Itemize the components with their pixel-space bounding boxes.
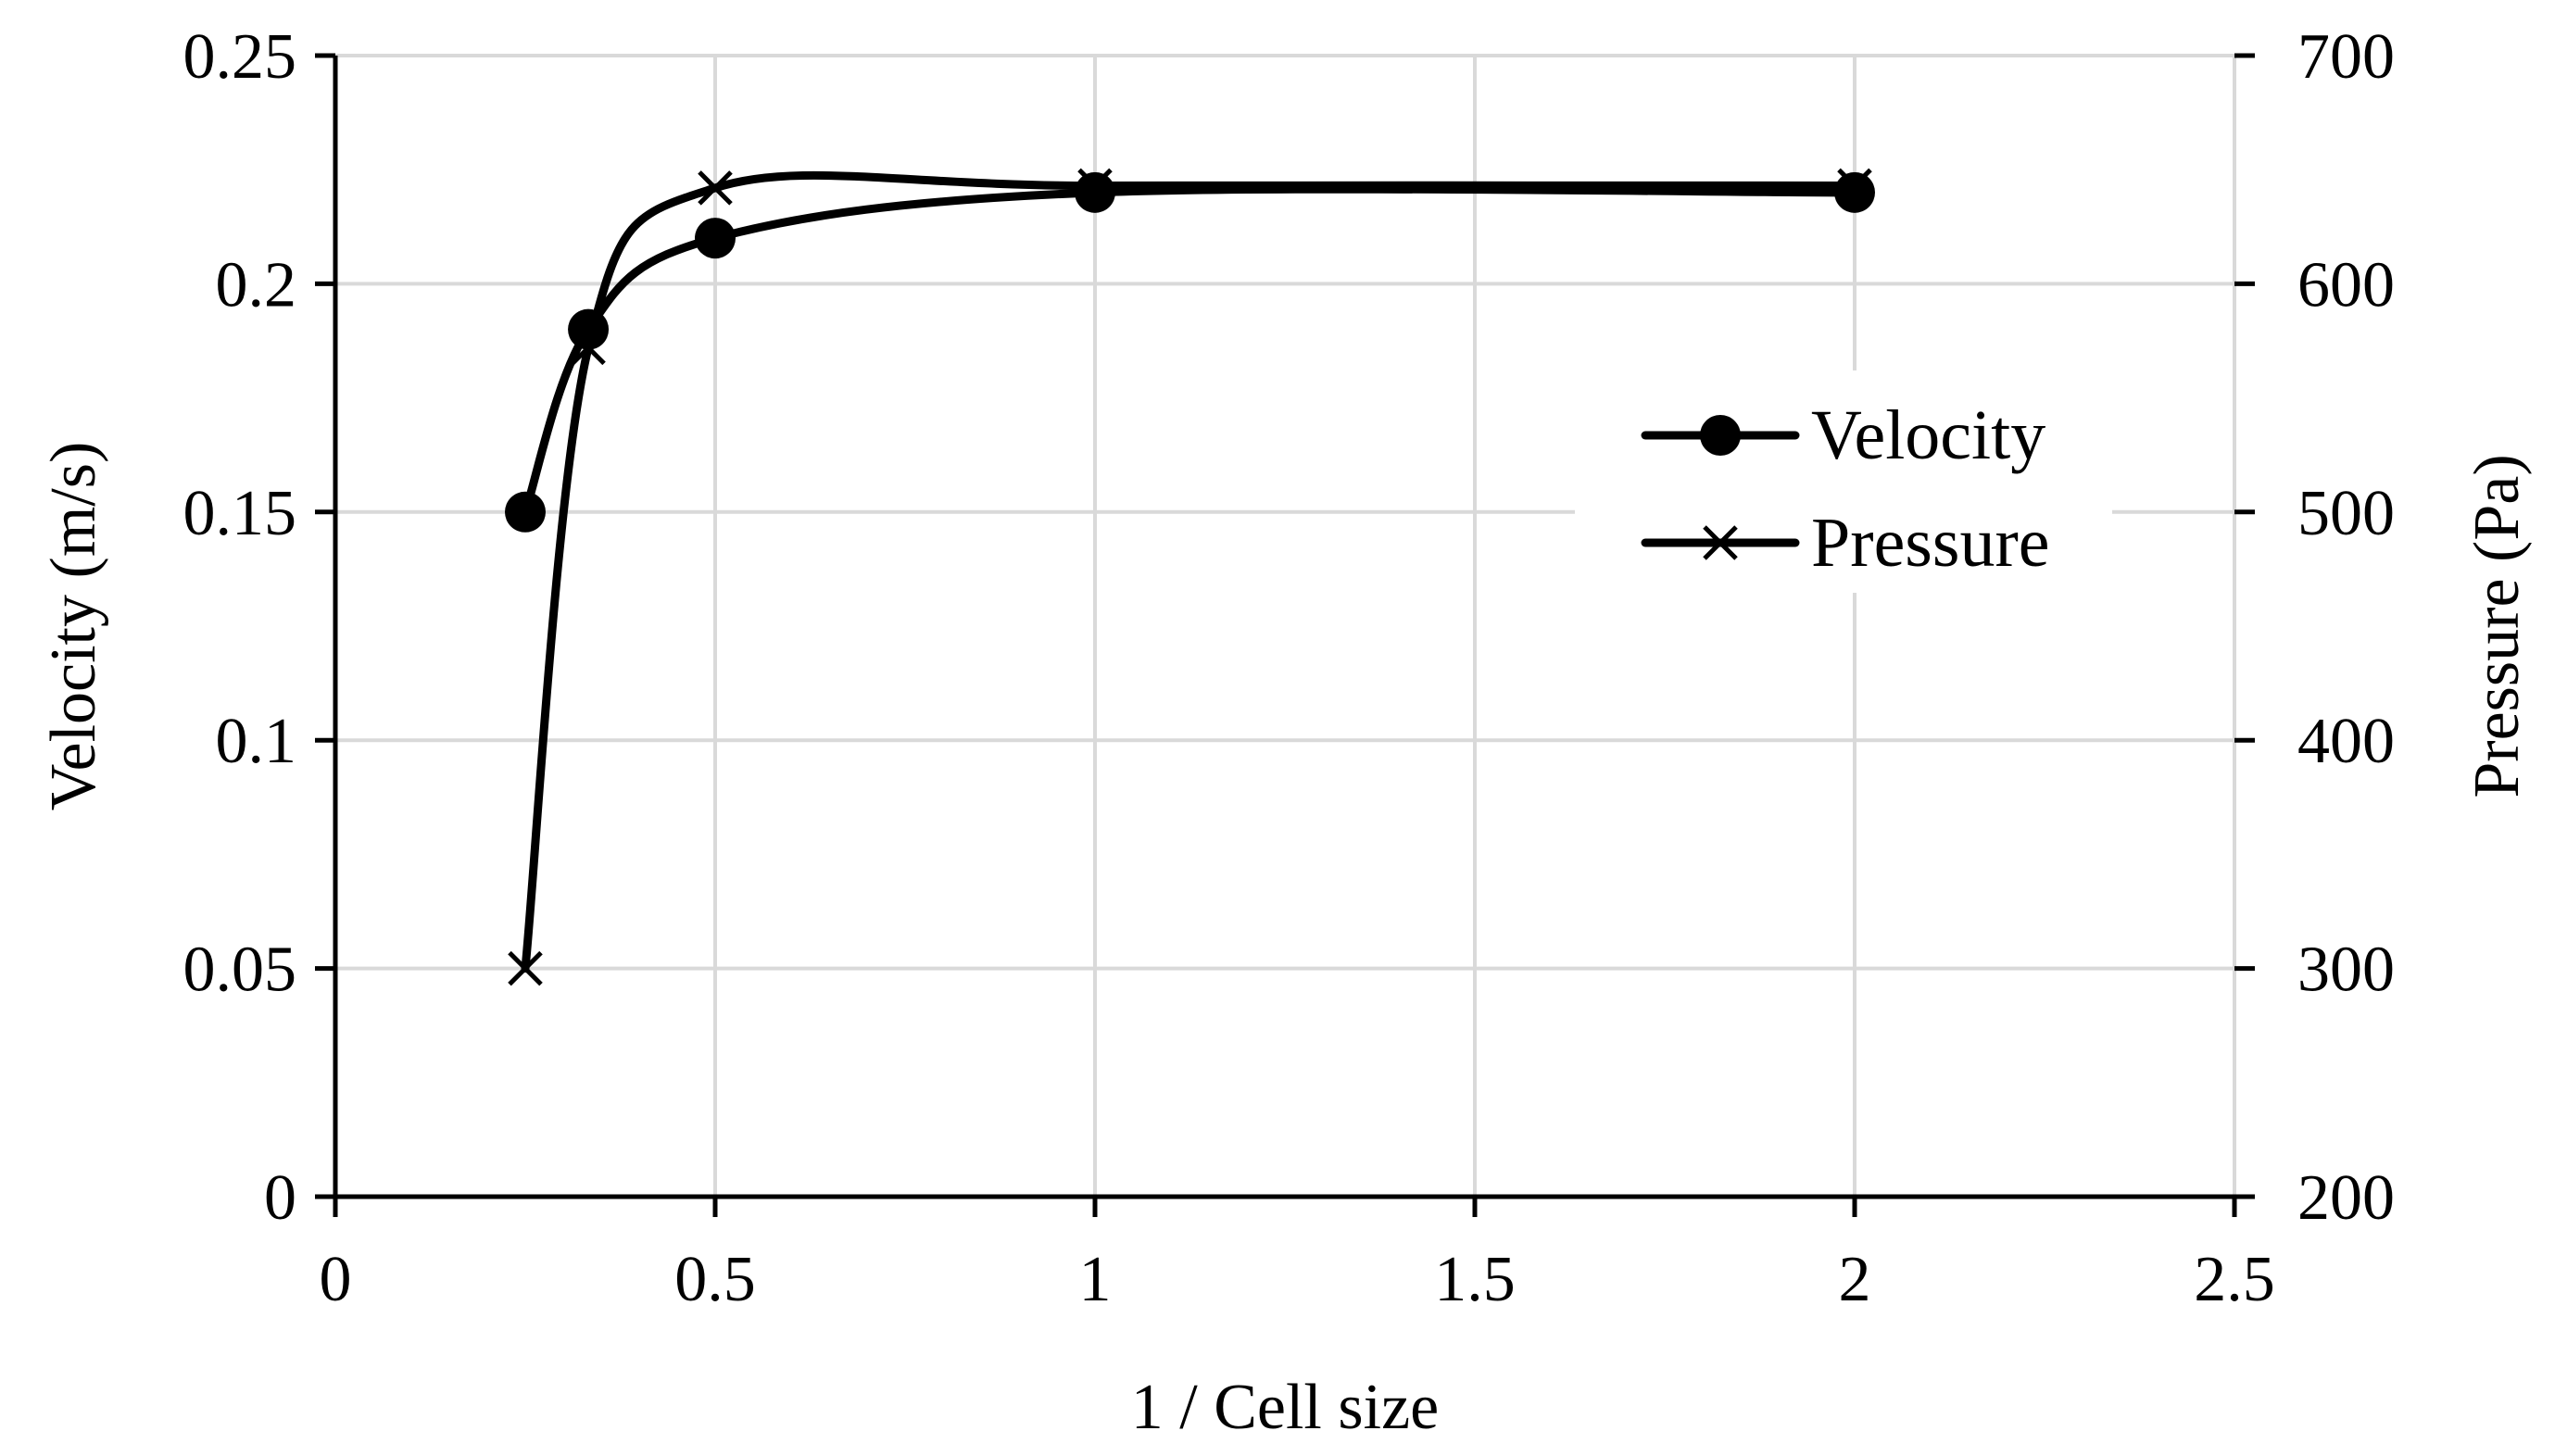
y-tick-label: 0.2 <box>216 249 297 320</box>
velocity-point <box>505 491 546 533</box>
tick-labels: 0 0.05 0.1 0.15 0.2 0.25 200 300 400 500 600 700 0 0.… <box>183 21 2396 1315</box>
pressure-point <box>571 330 606 366</box>
legend-marker-pressure <box>1703 525 1738 560</box>
x-marker-stroke <box>571 330 606 366</box>
pressure-line <box>521 170 1859 973</box>
axis-titles: 1 / Cell size Velocity (m/s) Pressure (P… <box>38 442 2533 1443</box>
legend-item-velocity: Velocity <box>1641 396 2045 474</box>
y-tick-label: 0 <box>264 1162 296 1234</box>
grid-lines <box>335 54 2236 1197</box>
x-marker-stroke <box>1703 525 1738 560</box>
x-tick-label: 2 <box>1839 1244 1871 1315</box>
y2-tick-label: 400 <box>2297 706 2395 777</box>
pressure-point <box>698 170 733 206</box>
pressure-point <box>508 950 543 986</box>
y2-tick-label: 600 <box>2297 249 2395 320</box>
x-tick-label: 0 <box>320 1244 352 1315</box>
x-marker-stroke <box>508 950 543 986</box>
x-tick-label: 2.5 <box>2194 1244 2275 1315</box>
y2-axis-title: Pressure (Pa) <box>2461 454 2533 797</box>
legend: Velocity Pressure <box>1575 370 2112 593</box>
legend-marker-velocity <box>1700 415 1741 456</box>
velocity-point <box>695 218 736 259</box>
y2-tick-label: 500 <box>2297 478 2395 549</box>
x-marker-stroke <box>1837 168 1872 204</box>
y-axis-title: Velocity (m/s) <box>38 442 109 811</box>
x-marker-stroke <box>1077 168 1113 204</box>
y-tick-label: 0.1 <box>216 706 297 777</box>
y2-tick-label: 200 <box>2297 1162 2395 1234</box>
x-tick-label: 1 <box>1079 1244 1112 1315</box>
series <box>505 168 1875 986</box>
pressure-point <box>1837 168 1872 204</box>
x-marker-stroke <box>698 170 733 206</box>
x-tick-label: 1.5 <box>1434 1244 1516 1315</box>
y2-tick-label: 300 <box>2297 935 2395 1006</box>
x-tick-label: 0.5 <box>674 1244 756 1315</box>
y-tick-label: 0.05 <box>183 935 297 1006</box>
y2-tick-label: 700 <box>2297 21 2395 93</box>
legend-label-pressure: Pressure <box>1811 504 2050 582</box>
velocity-point <box>1075 171 1115 213</box>
legend-item-pressure: Pressure <box>1641 504 2050 582</box>
velocity-point <box>1834 171 1875 213</box>
axes <box>315 53 2255 1217</box>
y-tick-label: 0.15 <box>183 478 297 549</box>
legend-label-velocity: Velocity <box>1811 396 2045 474</box>
y-tick-label: 0.25 <box>183 21 297 93</box>
pressure-point <box>1077 168 1113 204</box>
pressure-series <box>508 168 1872 986</box>
x-axis-title: 1 / Cell size <box>1131 1372 1439 1443</box>
legend-background <box>1575 370 2112 593</box>
